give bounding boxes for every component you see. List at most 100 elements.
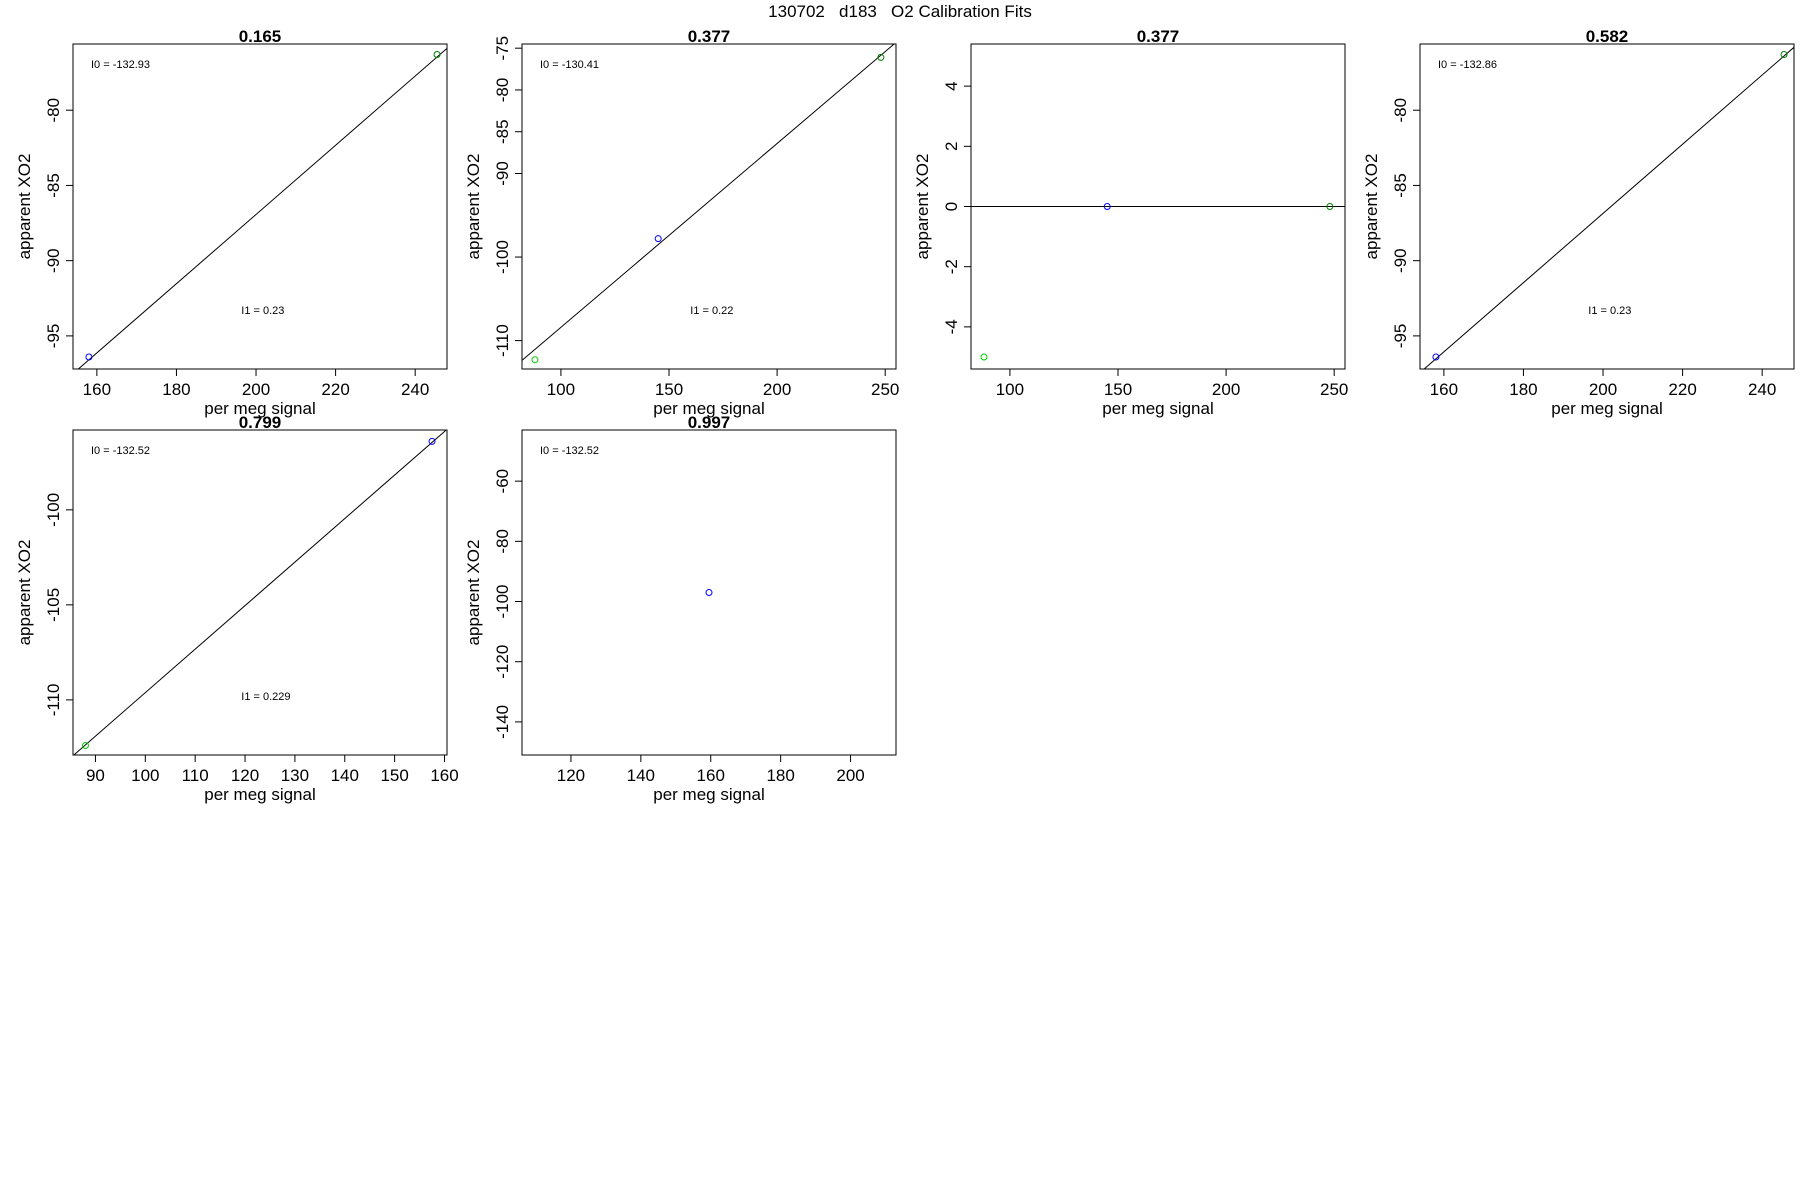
y-axis-label: apparent XO2 [913, 154, 932, 260]
x-tick-label: 160 [697, 766, 725, 785]
y-tick-label: -90 [44, 248, 63, 273]
y-tick-label: -105 [44, 588, 63, 622]
x-tick-label: 160 [83, 380, 111, 399]
x-tick-label: 180 [766, 766, 794, 785]
plot-frame [72, 429, 448, 756]
figure-title: 130702 d183 O2 Calibration Fits [768, 2, 1032, 21]
y-tick-label: -90 [1391, 248, 1410, 273]
data-point [980, 353, 988, 361]
panel-4: 0.582 160 180 200 220 240 -95 -90 -85 -80 per meg … [1362, 27, 1795, 418]
y-tick-label: 4 [942, 81, 961, 90]
y-tick-label: -85 [493, 119, 512, 144]
y-tick-label: -4 [942, 319, 961, 334]
x-tick-label: 220 [1668, 380, 1696, 399]
y-tick-label: -2 [942, 259, 961, 274]
x-tick-label: 180 [162, 380, 190, 399]
panel-title: 0.997 [688, 413, 731, 432]
y-tick-label: -110 [493, 324, 512, 357]
y-axis-label: apparent XO2 [15, 540, 34, 646]
x-tick-label: 250 [1320, 380, 1348, 399]
panel-2: 0.377 100 150 200 250 -110 -100 -90 -85 -80 -75 per… [464, 27, 899, 418]
fit-line [73, 430, 447, 755]
plot-frame [1419, 43, 1795, 370]
y-tick-label: -110 [44, 684, 63, 717]
x-tick-label: 160 [430, 766, 458, 785]
x-tick-label: 250 [871, 380, 899, 399]
x-axis-label: per meg signal [653, 785, 765, 804]
panel-title: 0.377 [1137, 27, 1180, 46]
panel-title: 0.799 [239, 413, 282, 432]
data-point [433, 51, 441, 59]
x-tick-label: 200 [836, 766, 864, 785]
y-tick-label: -95 [1391, 324, 1410, 349]
x-tick-label: 140 [627, 766, 655, 785]
x-tick-label: 90 [86, 766, 105, 785]
data-point [1780, 51, 1788, 59]
plot-frame [521, 429, 897, 756]
y-tick-label: -80 [493, 529, 512, 554]
x-tick-label: 110 [182, 766, 209, 785]
y-tick-label: -80 [44, 98, 63, 123]
panel-title: 0.377 [688, 27, 731, 46]
x-tick-label: 100 [996, 380, 1024, 399]
data-point [85, 353, 93, 361]
y-tick-label: -140 [493, 705, 512, 739]
intercept-annotation: I0 = -132.93 [91, 59, 150, 71]
fit-line [522, 44, 895, 361]
panel-5: 0.799 90 100 110 120 130 140 150 160 -110 -105 -100… [15, 413, 459, 804]
y-tick-label: -100 [44, 493, 63, 527]
panel-title: 0.582 [1586, 27, 1629, 46]
x-tick-label: 150 [380, 766, 408, 785]
data-point [1326, 203, 1334, 210]
y-tick-label: -85 [44, 173, 63, 198]
x-tick-label: 120 [231, 766, 259, 785]
x-tick-label: 150 [655, 380, 683, 399]
y-axis-label: apparent XO2 [464, 540, 483, 646]
panel-6: 0.997 120 140 160 180 200 -140 -120 -100 -80 -60 pe… [464, 413, 897, 804]
y-tick-label: -120 [493, 645, 512, 679]
x-tick-label: 240 [401, 380, 429, 399]
data-point [1432, 353, 1440, 361]
x-tick-label: 200 [1212, 380, 1240, 399]
x-tick-label: 150 [1104, 380, 1132, 399]
x-tick-label: 220 [321, 380, 349, 399]
y-axis-label: apparent XO2 [464, 154, 483, 260]
plot-frame [521, 43, 897, 370]
y-tick-label: -80 [1391, 98, 1410, 123]
panel-3: 0.377 100 150 200 250 -4 -2 0 2 4 per meg signal ap… [913, 27, 1348, 418]
intercept-annotation: I0 = -132.52 [91, 445, 150, 457]
y-tick-label: -95 [44, 324, 63, 349]
slope-annotation: I1 = 0.22 [690, 305, 733, 317]
x-tick-label: 200 [763, 380, 791, 399]
slope-annotation: I1 = 0.23 [1588, 305, 1631, 317]
x-tick-label: 240 [1748, 380, 1776, 399]
data-point [654, 235, 662, 243]
y-tick-label: -100 [493, 585, 512, 619]
x-tick-label: 130 [281, 766, 309, 785]
intercept-annotation: I0 = -130.41 [540, 59, 599, 71]
x-tick-label: 160 [1430, 380, 1458, 399]
y-tick-label: -80 [493, 78, 512, 103]
y-tick-label: 0 [942, 202, 961, 211]
y-axis-label: apparent XO2 [1362, 154, 1381, 260]
data-point [81, 741, 89, 749]
y-tick-label: -90 [493, 161, 512, 186]
slope-annotation: I1 = 0.23 [241, 305, 284, 317]
intercept-annotation: I0 = -132.52 [540, 445, 599, 457]
y-tick-label: 2 [942, 142, 961, 151]
data-point [1103, 203, 1111, 210]
fit-line [1423, 46, 1794, 369]
y-tick-label: -100 [493, 240, 512, 274]
x-tick-label: 180 [1509, 380, 1537, 399]
x-tick-label: 100 [547, 380, 575, 399]
x-axis-label: per meg signal [1551, 399, 1663, 418]
y-tick-label: -85 [1391, 173, 1410, 198]
x-tick-label: 120 [557, 766, 585, 785]
data-point [428, 437, 436, 445]
plot-frame [72, 43, 448, 370]
x-tick-label: 200 [242, 380, 270, 399]
x-axis-label: per meg signal [653, 399, 765, 418]
intercept-annotation: I0 = -132.86 [1438, 59, 1497, 71]
y-tick-label: -60 [493, 469, 512, 494]
